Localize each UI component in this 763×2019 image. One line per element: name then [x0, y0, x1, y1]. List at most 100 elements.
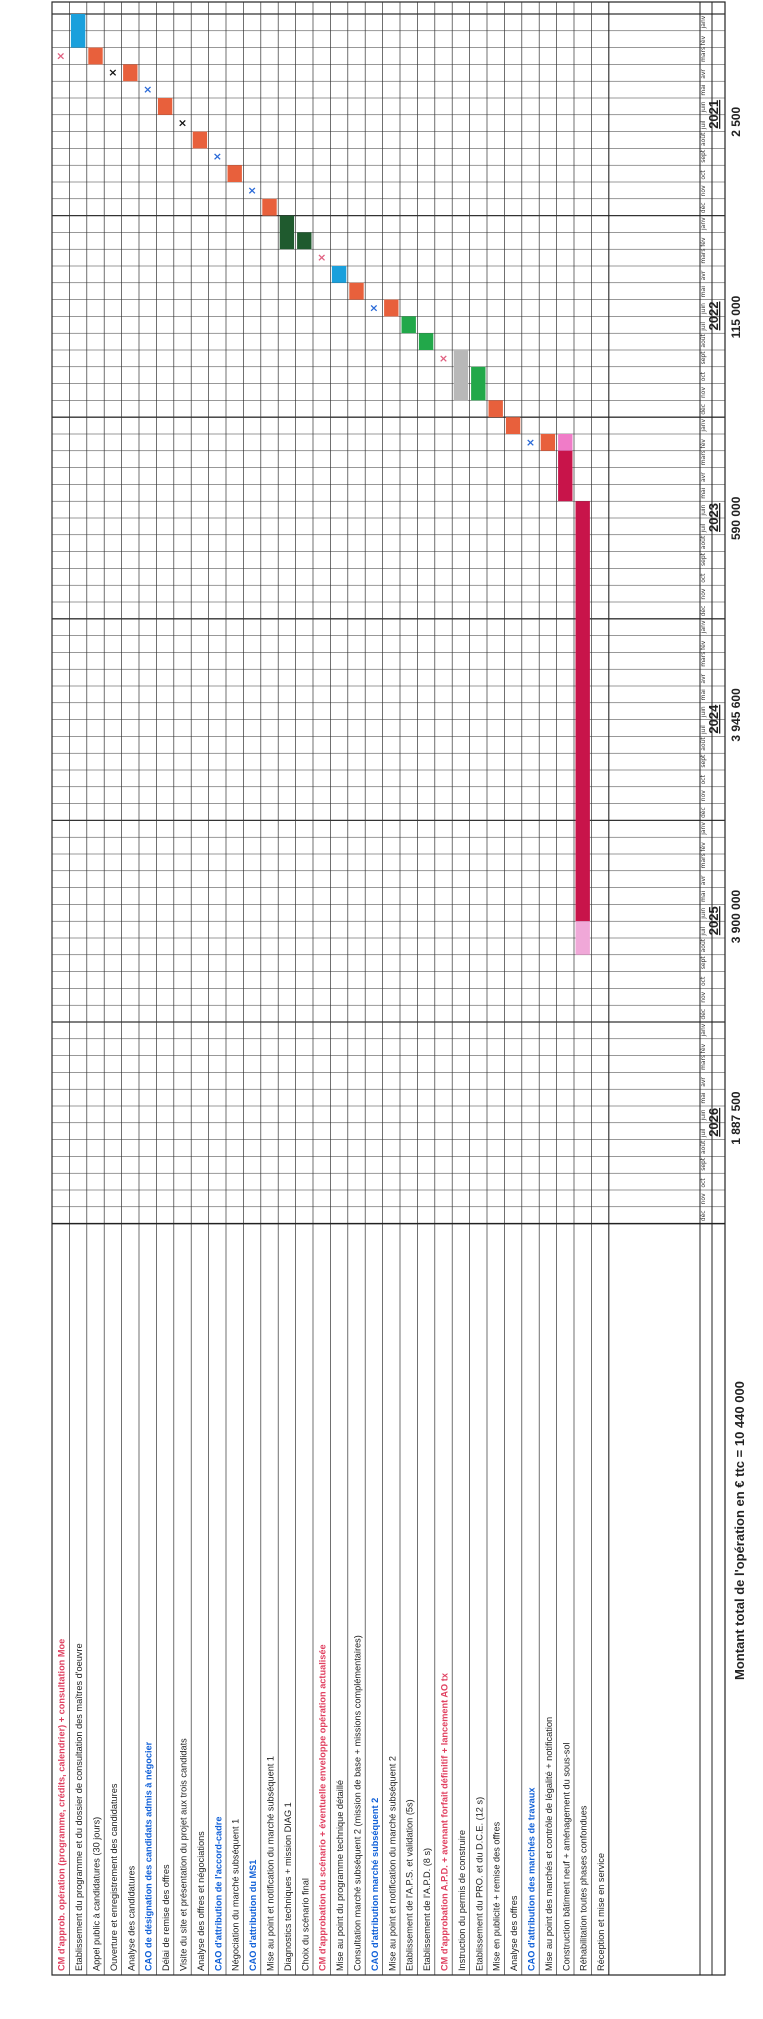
month-label: oct	[700, 976, 707, 986]
month-label: janv	[700, 217, 707, 231]
total-amount-title: Montant total de l'opération en € ttc = …	[732, 1381, 747, 1680]
month-label: oct	[700, 573, 707, 583]
task-label: Etablissement de l'A.P.S. et validation …	[405, 1799, 415, 1971]
month-label: juin	[700, 908, 707, 920]
task-label: Mise en publicité + remise des offres	[492, 1821, 502, 1971]
year-label: 2026	[706, 1108, 721, 1137]
year-amount: 3 900 000	[729, 889, 743, 943]
month-label: déc	[700, 606, 707, 617]
year-amount: 2 500	[729, 106, 743, 136]
month-label: juin	[700, 504, 707, 516]
task-label: Consultation marché subséquent 2 (missio…	[353, 1635, 363, 1971]
month-label: juil	[700, 322, 707, 332]
month-label: déc	[700, 202, 707, 213]
task-label: Analyse des offres	[509, 1895, 519, 1971]
milestone-marker: ×	[526, 436, 535, 449]
task-label: Ouverture et enregistrement des candidat…	[109, 1783, 119, 1971]
month-label: fév	[700, 1043, 707, 1053]
month-label: juin	[700, 706, 707, 718]
task-label: Analyse des offres et négociations	[196, 1831, 206, 1971]
task-bar	[279, 215, 295, 250]
task-bar	[471, 366, 486, 401]
year-amount: 115 000	[729, 295, 743, 338]
month-label: mars	[700, 47, 707, 62]
task-bar	[70, 14, 86, 48]
milestone-marker: ×	[369, 301, 378, 314]
task-label: Mise au point des marchés et contrôle de…	[544, 1717, 554, 1971]
milestone-marker: ×	[143, 83, 152, 96]
month-label: janv	[700, 418, 707, 432]
task-bar	[297, 232, 312, 250]
month-label: sept	[700, 351, 707, 365]
month-label: janv	[700, 1023, 707, 1037]
month-label: sept	[700, 149, 707, 163]
task-bar	[384, 299, 399, 317]
month-label: juin	[700, 303, 707, 315]
month-label: mai	[700, 689, 707, 701]
month-label: janv	[700, 822, 707, 836]
month-label: mai	[700, 487, 707, 499]
task-bar	[505, 417, 521, 434]
task-bar	[575, 501, 590, 922]
task-bar	[558, 450, 573, 502]
year-label: 2023	[706, 503, 721, 532]
task-label: CAO d'attribution marché subséquent 2	[370, 1798, 380, 1971]
task-label: Réception et mise en service	[596, 1853, 606, 1971]
month-label: avr	[700, 1077, 707, 1087]
month-label: sept	[700, 754, 707, 768]
task-label: Mise au point du programme technique dét…	[335, 1780, 345, 1971]
month-label: mai	[700, 84, 707, 96]
month-label: juin	[700, 1109, 707, 1121]
task-label: Etablissement du programme et du dossier…	[74, 1643, 84, 1971]
month-label: août	[700, 1140, 707, 1154]
month-label: fév	[700, 35, 707, 45]
year-label: 2021	[706, 100, 721, 129]
task-label: CAO d'attribution des marchés de travaux	[527, 1787, 537, 1971]
year-amount: 3 945 600	[729, 688, 743, 742]
task-label: CAO de désignation des candidats admis à…	[144, 1741, 154, 1971]
amounts-row: 2 500 115 000 590 000 3 945 600 3 900 000 1 8…	[729, 106, 743, 1144]
task-bars: × × × × × × × × × ×	[56, 14, 590, 955]
task-labels: CM d'approb. opération (programme, crédi…	[57, 1635, 606, 1971]
task-label: CM d'approb. opération (programme, crédi…	[57, 1639, 67, 1971]
month-label: juil	[700, 725, 707, 735]
task-label: Analyse des candidatures	[126, 1865, 136, 1971]
task-bar-post	[575, 921, 590, 955]
month-label: août	[700, 132, 707, 146]
task-bar	[418, 333, 434, 350]
month-label: mai	[700, 890, 707, 902]
milestone-marker: ×	[178, 117, 187, 130]
month-label: oct	[700, 170, 707, 180]
month-label: mars	[700, 1055, 707, 1070]
task-label: CM d'approbation A.P.D. + avenant forfai…	[440, 1672, 450, 1971]
month-label: août	[700, 938, 707, 952]
task-bar	[227, 165, 242, 182]
month-label: oct	[700, 371, 707, 381]
month-label: mars	[700, 652, 707, 667]
milestone-marker: ×	[108, 66, 117, 79]
milestone-marker: ×	[213, 150, 222, 163]
task-bar	[488, 400, 503, 418]
task-bar	[192, 131, 208, 149]
month-label: avr	[700, 270, 707, 280]
month-label: fév	[700, 842, 707, 852]
month-label: août	[700, 535, 707, 549]
task-bar-pre	[558, 434, 573, 451]
month-label: nov	[700, 991, 707, 1002]
month-label: déc	[700, 807, 707, 818]
task-bar	[453, 350, 469, 401]
task-label: Etablissement de l'A.P.D. (8 s)	[422, 1848, 432, 1971]
month-label: juil	[700, 523, 707, 533]
month-label: juil	[700, 926, 707, 936]
task-label: Mise au point et notification du marché …	[387, 1756, 397, 1971]
year-label: 2024	[706, 704, 721, 734]
task-label: Délai de remise des offres	[161, 1864, 171, 1971]
month-label: fév	[700, 237, 707, 247]
task-label: Etablissement du PRO. et du D.C.E. (12 s…	[474, 1797, 484, 1971]
task-label: Instruction du permis de construire	[457, 1830, 467, 1971]
year-label: 2025	[706, 906, 721, 935]
timeline-header: 202120222023202420252026janvfévmarsavrma…	[700, 15, 721, 1221]
task-label: Mise au point et notification du marché …	[266, 1756, 276, 1971]
month-label: avr	[700, 875, 707, 885]
